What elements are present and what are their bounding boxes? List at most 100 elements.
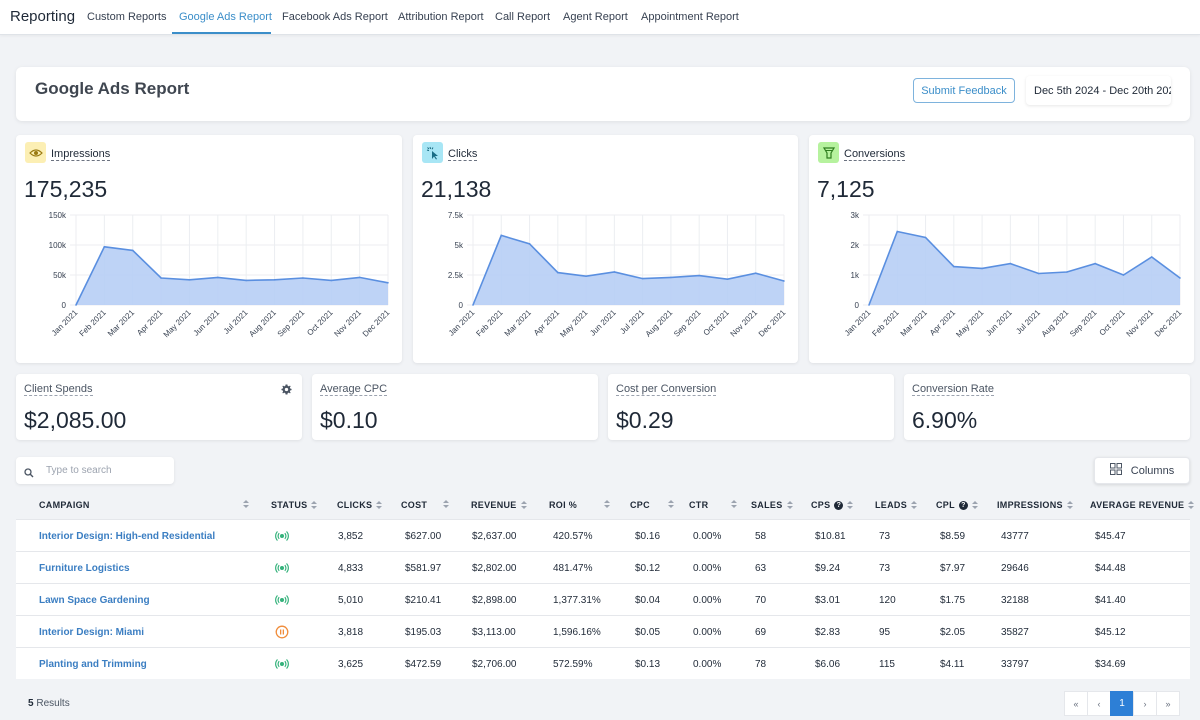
campaign-name[interactable]: Interior Design: High-end Residential — [39, 531, 216, 542]
submit-feedback-button[interactable]: Submit Feedback — [913, 78, 1015, 103]
col-average-revenue[interactable]: AVERAGE REVENUE — [1090, 500, 1195, 510]
col-cps[interactable]: CPS? — [811, 500, 854, 510]
tab-agent-report[interactable]: Agent Report — [563, 11, 628, 23]
campaign-name[interactable]: Furniture Logistics — [39, 563, 130, 574]
last-page-button[interactable]: » — [1156, 691, 1180, 716]
average-cpc-label[interactable]: Average CPC — [320, 383, 388, 396]
col-sales[interactable]: SALES — [751, 500, 793, 510]
table-row[interactable]: Interior Design: High-end Residential 3,8… — [16, 519, 1190, 551]
table-row[interactable]: Planting and Trimming 3,625 $472.59 $2,706.… — [16, 647, 1190, 679]
col-campaign[interactable]: CAMPAIGN — [39, 500, 90, 510]
data-point — [188, 279, 191, 281]
sort-icon[interactable] — [243, 500, 249, 509]
client-spends-label[interactable]: Client Spends — [24, 383, 93, 396]
page-1-button[interactable]: 1 — [1110, 691, 1134, 716]
tab-attribution-report[interactable]: Attribution Report — [398, 11, 484, 23]
tab-appointment-report[interactable]: Appointment Report — [641, 11, 739, 23]
columns-button[interactable]: Columns — [1094, 457, 1190, 484]
cost-cell: $472.59 — [405, 659, 442, 670]
data-point — [754, 272, 757, 274]
revenue-cell: $3,113.00 — [472, 627, 516, 638]
data-point — [500, 234, 503, 237]
col-clicks[interactable]: CLICKS — [337, 500, 383, 510]
top-nav: Reporting Custom Reports Google Ads Repo… — [0, 0, 1200, 35]
sort-icon[interactable] — [668, 500, 674, 509]
x-tick-label: Dec 2021 — [1153, 308, 1184, 339]
table-row[interactable]: Lawn Space Gardening 5,010 $210.41 $2,898.0… — [16, 583, 1190, 615]
gear-icon[interactable] — [281, 382, 292, 400]
table-row[interactable]: Interior Design: Miami 3,818 $195.03 $3,113… — [16, 615, 1190, 647]
active-tab-indicator — [172, 32, 271, 34]
data-point — [670, 276, 672, 279]
cost-cell: $195.03 — [405, 627, 442, 638]
sort-icon[interactable] — [443, 500, 449, 509]
conversion-rate-card: Conversion Rate 6.90% — [904, 374, 1190, 440]
x-tick-label: Jul 2021 — [222, 308, 250, 336]
cpl-cell: $7.97 — [940, 563, 966, 574]
campaign-table: CAMPAIGN STATUS CLICKS COST REVENUE ROI … — [16, 490, 1195, 679]
impressions-cell: 33797 — [1001, 659, 1029, 670]
x-tick-label: Sep 2021 — [672, 308, 703, 339]
x-tick-label: Sep 2021 — [1068, 308, 1099, 339]
col-roi[interactable]: ROI % — [549, 500, 578, 510]
campaign-name[interactable]: Planting and Trimming — [39, 659, 147, 670]
sort-icon — [847, 500, 854, 510]
tab-facebook-ads-report[interactable]: Facebook Ads Report — [282, 11, 388, 23]
results-count: 5 Results — [28, 698, 70, 709]
tab-custom-reports[interactable]: Custom Reports — [87, 11, 167, 23]
x-tick-label: Aug 2021 — [644, 308, 675, 339]
col-impressions[interactable]: IMPRESSIONS — [997, 500, 1073, 510]
clicks-label[interactable]: Clicks — [448, 148, 478, 161]
impressions-card: Impressions 175,235 0 50k 100k 150k Jan 2021… — [16, 135, 402, 363]
cpc-cell: $0.13 — [635, 659, 661, 670]
conversion-rate-label[interactable]: Conversion Rate — [912, 383, 994, 396]
x-tick-label: Feb 2021 — [870, 308, 901, 339]
sort-icon[interactable] — [604, 500, 610, 509]
campaign-name[interactable]: Interior Design: Miami — [39, 627, 145, 638]
y-tick-label: 3k — [851, 211, 860, 220]
search-input[interactable] — [46, 462, 166, 479]
data-point — [557, 271, 559, 274]
data-point — [953, 265, 955, 268]
report-header: Google Ads Report Submit Feedback Dec 5t… — [16, 67, 1190, 121]
cost-per-conversion-label[interactable]: Cost per Conversion — [616, 383, 717, 396]
series-area — [473, 235, 784, 305]
columns-label: Columns — [1130, 464, 1175, 477]
cpl-cell: $2.05 — [940, 627, 966, 638]
impressions-label[interactable]: Impressions — [51, 148, 111, 161]
col-cpl[interactable]: CPL? — [936, 500, 978, 510]
first-page-button[interactable]: « — [1064, 691, 1088, 716]
conversions-label[interactable]: Conversions — [844, 148, 906, 161]
y-tick-label: 150k — [49, 211, 67, 220]
campaign-name[interactable]: Lawn Space Gardening — [39, 595, 150, 606]
prev-page-button[interactable]: ‹ — [1087, 691, 1111, 716]
table-header: CAMPAIGN STATUS CLICKS COST REVENUE ROI … — [16, 490, 1195, 519]
y-tick-label: 2k — [851, 241, 860, 250]
col-revenue[interactable]: REVENUE — [471, 500, 527, 510]
tab-google-ads-report[interactable]: Google Ads Report — [179, 11, 272, 23]
col-leads[interactable]: LEADS — [875, 500, 918, 510]
x-tick-label: Aug 2021 — [247, 308, 278, 339]
next-page-button[interactable]: › — [1133, 691, 1157, 716]
col-status[interactable]: STATUS — [271, 500, 318, 510]
series-line — [472, 234, 785, 306]
col-ctr[interactable]: CTR — [689, 500, 709, 510]
tab-call-report[interactable]: Call Report — [495, 11, 551, 23]
sort-icon[interactable] — [731, 500, 737, 509]
col-cost[interactable]: COST — [401, 500, 428, 510]
y-tick-label: 0 — [62, 301, 67, 310]
clicks-cell: 3,852 — [338, 531, 364, 542]
x-tick-label: Dec 2021 — [757, 308, 788, 339]
date-range-picker[interactable]: Dec 5th 2024 - Dec 20th 202 — [1026, 76, 1171, 105]
col-cpc[interactable]: CPC — [630, 500, 650, 510]
revenue-cell: $2,706.00 — [472, 659, 517, 670]
leads-cell: 120 — [879, 595, 896, 606]
y-tick-label: 7.5k — [448, 211, 464, 220]
impressions-cell: 32188 — [1001, 595, 1029, 606]
table-row[interactable]: Furniture Logistics 4,833 $581.97 $2,802.00… — [16, 551, 1190, 583]
x-tick-label: May 2021 — [558, 308, 590, 340]
clicks-cell: 5,010 — [338, 595, 364, 606]
x-tick-label: Jan 2021 — [50, 308, 80, 338]
average-cpc-value: $0.10 — [320, 407, 378, 433]
x-tick-label: Mar 2021 — [106, 308, 137, 339]
